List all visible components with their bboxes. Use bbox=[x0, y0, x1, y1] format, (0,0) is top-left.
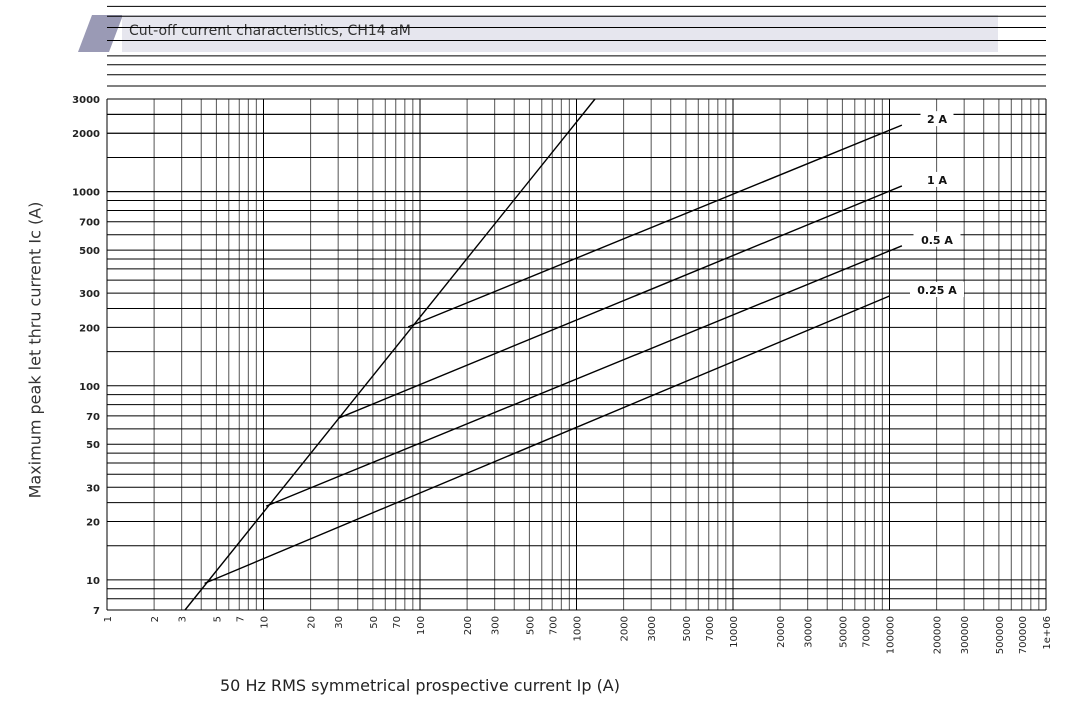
y-tick-label: 30 bbox=[86, 483, 100, 494]
title-band bbox=[122, 15, 998, 52]
x-tick-label: 300000 bbox=[960, 616, 971, 654]
x-tick-label: 2000 bbox=[620, 616, 631, 641]
x-tick-label: 3 bbox=[178, 616, 189, 622]
y-tick-label: 200 bbox=[79, 323, 100, 334]
x-tick-label: 1e+06 bbox=[1042, 616, 1053, 650]
x-tick-label: 100 bbox=[416, 616, 427, 635]
x-tick-label: 500000 bbox=[995, 616, 1006, 654]
x-axis-label: 50 Hz RMS symmetrical prospective curren… bbox=[220, 676, 620, 695]
x-tick-label: 3000 bbox=[647, 616, 658, 641]
series-label: 2 A bbox=[927, 113, 947, 126]
y-tick-label: 1000 bbox=[72, 188, 100, 199]
x-tick-label: 300 bbox=[491, 616, 502, 635]
x-tick-label: 5 bbox=[212, 616, 223, 622]
chart-title: Cut-off current characteristics, CH14 aM bbox=[129, 23, 411, 39]
series-label: 0.5 A bbox=[921, 234, 953, 247]
x-tick-label: 100000 bbox=[886, 616, 897, 654]
series-label-bg bbox=[910, 282, 964, 298]
x-tick-label: 200000 bbox=[933, 616, 944, 654]
series-line bbox=[265, 245, 903, 507]
x-tick-label: 2 bbox=[150, 616, 161, 622]
x-tick-label: 20 bbox=[307, 616, 318, 629]
series-line bbox=[337, 185, 903, 419]
y-tick-label: 50 bbox=[86, 440, 100, 451]
x-tick-label: 700 bbox=[548, 616, 559, 635]
series-label: 0.25 A bbox=[917, 284, 957, 297]
x-tick-label: 30 bbox=[334, 616, 345, 629]
series-label-bg bbox=[913, 231, 961, 247]
x-tick-label: 1 bbox=[103, 616, 114, 622]
x-tick-label: 70 bbox=[392, 616, 403, 629]
x-tick-label: 70000 bbox=[861, 616, 872, 648]
series-label-bg bbox=[920, 111, 954, 127]
y-tick-label: 3000 bbox=[72, 95, 100, 106]
y-tick-label: 100 bbox=[79, 382, 100, 393]
y-tick-label: 20 bbox=[86, 517, 100, 528]
x-tick-label: 5000 bbox=[682, 616, 693, 641]
y-axis-label: Maximum peak let thru current Ic (A) bbox=[25, 201, 45, 499]
y-tick-label: 500 bbox=[79, 246, 100, 257]
y-tick-label: 10 bbox=[86, 576, 100, 587]
x-tick-label: 20000 bbox=[776, 616, 787, 648]
series-label-bg bbox=[920, 171, 954, 187]
x-tick-label: 700000 bbox=[1018, 616, 1029, 654]
x-tick-label: 200 bbox=[463, 616, 474, 635]
x-tick-label: 50 bbox=[369, 616, 380, 629]
series-line bbox=[407, 124, 903, 328]
series-line bbox=[184, 98, 596, 611]
x-tick-label: 1000 bbox=[573, 616, 584, 641]
x-tick-label: 50000 bbox=[838, 616, 849, 648]
y-tick-label: 300 bbox=[79, 289, 100, 300]
series-label: 1 A bbox=[927, 174, 947, 187]
y-tick-label: 70 bbox=[86, 412, 100, 423]
x-tick-label: 500 bbox=[525, 616, 536, 635]
x-tick-label: 7000 bbox=[705, 616, 716, 641]
series-line bbox=[204, 295, 890, 585]
y-tick-label: 700 bbox=[79, 218, 100, 229]
y-tick-label: 2000 bbox=[72, 129, 100, 140]
y-tick-label: 7 bbox=[93, 606, 100, 617]
x-tick-label: 7 bbox=[235, 616, 246, 622]
x-tick-label: 10 bbox=[260, 616, 271, 629]
x-tick-label: 30000 bbox=[804, 616, 815, 648]
x-tick-label: 10000 bbox=[729, 616, 740, 648]
